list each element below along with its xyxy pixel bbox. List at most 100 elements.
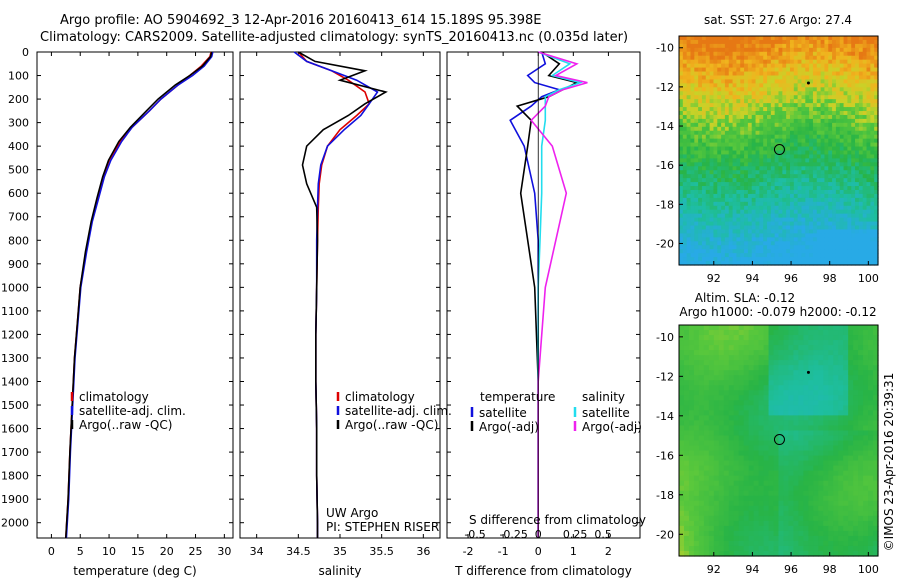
- map-ytick-label: -10: [656, 42, 674, 55]
- map-ytick-label: -20: [656, 528, 674, 541]
- map-sla_map: [679, 325, 879, 557]
- map-frame-sst_map: [678, 35, 879, 266]
- depth-tick-label: 1200: [1, 328, 29, 341]
- track-point-marker: [806, 81, 810, 85]
- map-xtick-label: 94: [745, 563, 759, 576]
- series-line-argo: [65, 51, 213, 539]
- map-sst_map: [679, 36, 879, 266]
- map-ytick-label: -20: [656, 237, 674, 250]
- xtick-label-salinity: 35: [333, 545, 347, 558]
- map-xtick-label: 100: [858, 272, 879, 285]
- series-line-t-argo: [515, 51, 580, 538]
- map-ytick-label: -14: [656, 120, 674, 133]
- series-line-satellite: [65, 51, 214, 539]
- depth-tick-label: 100: [8, 70, 29, 83]
- depth-tick-label: 700: [8, 211, 29, 224]
- depth-tick-label: 500: [8, 164, 29, 177]
- legend-label-diff: Argo(-adj): [582, 420, 642, 434]
- series-line-climatology: [65, 51, 212, 539]
- depth-tick-label: 600: [8, 187, 29, 200]
- legend-label-diff: Argo(-adj): [479, 420, 539, 434]
- plot-frame-differences: [446, 51, 641, 539]
- xtick-label-differences: -2: [463, 545, 474, 558]
- xtick-label-salinity: 36: [416, 545, 430, 558]
- plot-frame-temperature: [36, 51, 234, 539]
- top-tick-label: -0.25: [499, 528, 527, 541]
- depth-tick-label: 200: [8, 93, 29, 106]
- depth-tick-label: 1600: [1, 423, 29, 436]
- sla-map-title-line2: Argo h1000: -0.079 h2000: -0.12: [679, 305, 876, 319]
- depth-tick-label: 1400: [1, 375, 29, 388]
- xtick-label-temperature: 15: [131, 545, 145, 558]
- map-xtick-label: 98: [823, 272, 837, 285]
- depth-tick-label: 0: [22, 46, 29, 59]
- plot-frame-salinity: [239, 51, 441, 539]
- legend-label-salinity: Argo(..raw -QC): [345, 418, 438, 432]
- legend-label-salinity: climatology: [345, 390, 415, 404]
- map-ytick-label: -16: [656, 159, 674, 172]
- map-ytick-label: -16: [656, 449, 674, 462]
- legend-label-salinity: satellite-adj. clim.: [345, 404, 452, 418]
- depth-tick-label: 1100: [1, 305, 29, 318]
- xtick-label-salinity: 34.5: [286, 545, 311, 558]
- xtick-label-temperature: 25: [189, 545, 203, 558]
- map-ytick-label: -18: [656, 198, 674, 211]
- depth-tick-label: 1500: [1, 399, 29, 412]
- map-xtick-label: 96: [784, 563, 798, 576]
- depth-tick-label: 1700: [1, 446, 29, 459]
- legend-title-salinity: salinity: [582, 390, 625, 404]
- depth-tick-label: 1000: [1, 281, 29, 294]
- series-line-s-argo: [530, 51, 588, 538]
- xtick-label-salinity: 35.5: [369, 545, 394, 558]
- map-ytick-label: -18: [656, 489, 674, 502]
- xtick-label-temperature: 30: [217, 545, 231, 558]
- series-line-argo: [297, 51, 388, 538]
- map-xtick-label: 98: [823, 563, 837, 576]
- legend-label-temperature: satellite-adj. clim.: [79, 404, 186, 418]
- depth-tick-label: 400: [8, 140, 29, 153]
- map-xtick-label: 94: [745, 272, 759, 285]
- map-xtick-label: 96: [784, 272, 798, 285]
- top-tick-label: 0.25: [563, 528, 588, 541]
- argo-position-marker: [773, 144, 785, 156]
- top-tick-label: 0.5: [594, 528, 612, 541]
- series-line-satellite: [293, 51, 379, 538]
- map-xtick-label: 100: [858, 563, 879, 576]
- xtick-label-temperature: 5: [77, 545, 84, 558]
- map-ytick-label: -12: [656, 370, 674, 383]
- map-xtick-label: 92: [707, 272, 721, 285]
- xlabel-top-differences: S difference from climatology: [469, 513, 646, 527]
- xtick-label-temperature: 20: [160, 545, 174, 558]
- legend-title-temperature: temperature: [480, 390, 555, 404]
- map-ytick-label: -12: [656, 81, 674, 94]
- figure-title-line1: Argo profile: AO 5904692_3 12-Apr-2016 2…: [60, 13, 542, 28]
- top-tick-label: -0.5: [464, 528, 485, 541]
- depth-tick-label: 900: [8, 258, 29, 271]
- xlabel-salinity: salinity: [318, 564, 361, 578]
- legend-label-diff: satellite: [582, 406, 630, 420]
- legend-label-temperature: climatology: [79, 390, 149, 404]
- map-xtick-label: 92: [707, 563, 721, 576]
- timestamp: ©IMOS 23-Apr-2016 20:39:31: [882, 373, 896, 552]
- track-point-marker: [806, 370, 810, 374]
- argo-position-marker: [773, 434, 785, 446]
- xtick-label-differences: 1: [570, 545, 577, 558]
- map-ytick-label: -14: [656, 410, 674, 423]
- legend-label-diff: satellite: [479, 406, 527, 420]
- map-ytick-label: -10: [656, 331, 674, 344]
- depth-tick-label: 1900: [1, 493, 29, 506]
- xtick-label-temperature: 10: [102, 545, 116, 558]
- annotation-pi: PI: STEPHEN RISER: [326, 520, 439, 534]
- xlabel-temperature: temperature (deg C): [73, 564, 196, 578]
- sst-map-title: sat. SST: 27.6 Argo: 27.4: [704, 13, 852, 27]
- depth-tick-label: 800: [8, 234, 29, 247]
- depth-tick-label: 1300: [1, 352, 29, 365]
- sla-map-title-line1: Altim. SLA: -0.12: [695, 291, 795, 305]
- xtick-label-differences: -1: [498, 545, 509, 558]
- map-frame-sla_map: [678, 324, 879, 557]
- figure-title-line2: Climatology: CARS2009. Satellite-adjuste…: [40, 30, 629, 45]
- series-line-climatology: [297, 51, 371, 538]
- xtick-label-salinity: 34: [250, 545, 264, 558]
- xtick-label-differences: 2: [605, 545, 612, 558]
